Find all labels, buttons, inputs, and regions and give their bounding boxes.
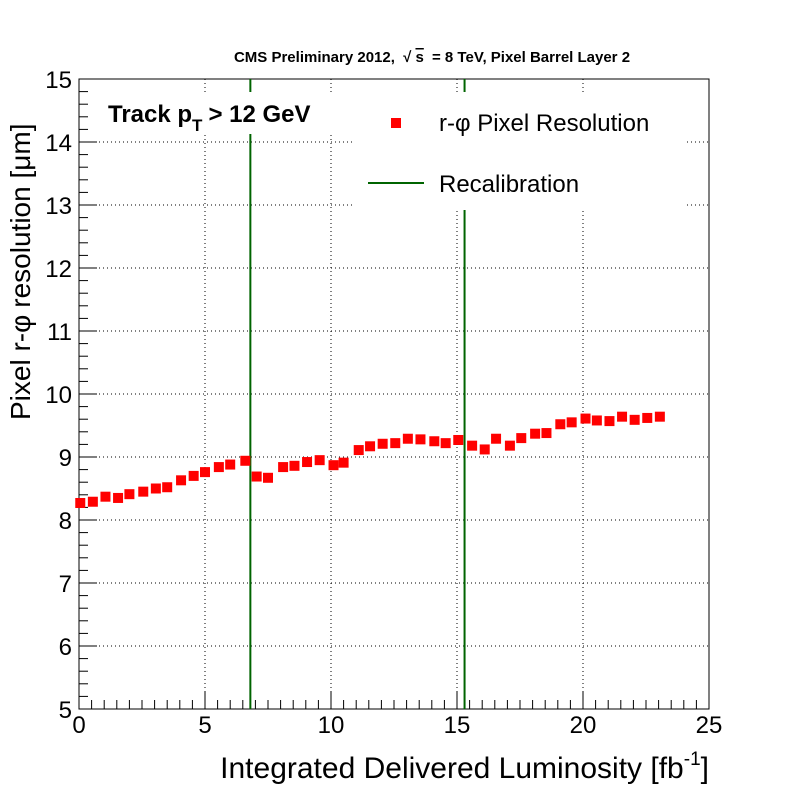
legend-label-recalibration: Recalibration <box>439 171 579 198</box>
legend-label-resolution: r-φ Pixel Resolution <box>439 110 649 137</box>
data-point <box>530 429 540 439</box>
data-point <box>100 492 110 502</box>
data-point <box>453 435 463 445</box>
ylabel-text-middle: resolution [ <box>5 171 36 308</box>
annotation-text-before: Track p <box>108 101 192 128</box>
legend: r-φ Pixel Resolution Recalibration <box>355 92 685 210</box>
y-tick-label: 13 <box>45 193 72 220</box>
data-point <box>113 493 123 503</box>
y-tick-label: 11 <box>47 319 72 346</box>
x-tick-label: 10 <box>318 712 345 739</box>
x-tick-label: 20 <box>570 712 597 739</box>
y-tick-label: 6 <box>59 634 72 661</box>
data-point <box>390 438 400 448</box>
resolution-chart: CMS Preliminary 2012, √ s = 8 TeV, Pixel… <box>0 0 787 787</box>
data-points <box>75 412 665 508</box>
data-point <box>263 473 273 483</box>
data-point <box>339 458 349 468</box>
y-tick-label: 9 <box>59 445 72 472</box>
legend-label-suffix: Pixel Resolution <box>471 110 650 137</box>
legend-label-phi: φ <box>455 110 471 137</box>
data-point <box>189 471 199 481</box>
y-tick-label: 14 <box>45 130 72 157</box>
annotation-text-after: > 12 GeV <box>208 101 310 128</box>
data-point <box>480 444 490 454</box>
data-point <box>467 441 477 451</box>
data-point <box>655 412 665 422</box>
data-point <box>378 439 388 449</box>
ylabel-text-after: m] <box>5 124 36 155</box>
data-point <box>604 416 614 426</box>
ylabel-text-before: Pixel r- <box>5 333 36 420</box>
xlabel-close: ] <box>701 752 709 785</box>
data-point <box>302 457 312 467</box>
data-point <box>541 428 551 438</box>
data-point <box>441 438 451 448</box>
data-point <box>240 456 250 466</box>
data-point <box>252 472 262 482</box>
data-point <box>162 482 172 492</box>
data-point <box>138 487 148 497</box>
legend-marker-square <box>391 118 401 128</box>
data-point <box>329 460 339 470</box>
data-point <box>642 413 652 423</box>
data-point <box>567 417 577 427</box>
data-point <box>505 441 515 451</box>
data-point <box>225 460 235 470</box>
x-tick-labels: 0 5 10 15 20 25 <box>72 712 722 739</box>
data-point <box>200 467 210 477</box>
data-point <box>214 462 224 472</box>
data-point <box>555 419 565 429</box>
x-tick-label: 25 <box>696 712 723 739</box>
data-point <box>176 475 186 485</box>
data-point <box>88 497 98 507</box>
y-tick-label: 10 <box>45 382 72 409</box>
title-suffix: = 8 TeV, Pixel Barrel Layer 2 <box>432 49 630 66</box>
data-point <box>415 434 425 444</box>
y-tick-label: 7 <box>59 571 72 598</box>
xlabel-text: Integrated Delivered Luminosity [fb <box>220 752 684 785</box>
data-point <box>491 434 501 444</box>
y-axis-label: Pixel r-φ resolution [μm] <box>5 124 36 421</box>
data-point <box>617 412 627 422</box>
y-tick-label: 8 <box>59 508 72 535</box>
y-tick-label: 12 <box>45 256 72 283</box>
data-point <box>124 489 134 499</box>
data-point <box>429 436 439 446</box>
ylabel-phi: φ <box>5 315 36 333</box>
ylabel-mu: μ <box>5 155 36 171</box>
x-tick-label: 0 <box>72 712 85 739</box>
data-point <box>630 415 640 425</box>
title-sqrt: √ <box>403 49 412 66</box>
data-point <box>354 445 364 455</box>
data-point <box>516 433 526 443</box>
x-tick-label: 5 <box>198 712 211 739</box>
data-point <box>289 461 299 471</box>
y-tick-labels: 5 6 7 8 9 10 11 12 13 14 15 <box>45 67 72 724</box>
legend-box: Track pT > 12 GeV <box>100 92 350 135</box>
data-point <box>75 498 85 508</box>
data-point <box>278 462 288 472</box>
chart-title: CMS Preliminary 2012, √ s = 8 TeV, Pixel… <box>234 49 630 66</box>
data-point <box>403 434 413 444</box>
data-point <box>592 415 602 425</box>
title-prefix: CMS Preliminary 2012, <box>234 49 395 66</box>
x-tick-label: 15 <box>444 712 471 739</box>
data-point <box>581 414 591 424</box>
data-point <box>365 441 375 451</box>
title-sqrt-arg: s <box>415 49 423 66</box>
legend-label-prefix: r- <box>439 110 455 137</box>
y-tick-label: 15 <box>45 67 72 94</box>
y-tick-label: 5 <box>59 697 72 724</box>
xlabel-superscript: -1 <box>684 749 701 770</box>
x-axis-label: Integrated Delivered Luminosity [fb-1] <box>220 749 709 785</box>
data-point <box>315 455 325 465</box>
annotation-subscript: T <box>192 116 203 135</box>
data-point <box>151 484 161 494</box>
